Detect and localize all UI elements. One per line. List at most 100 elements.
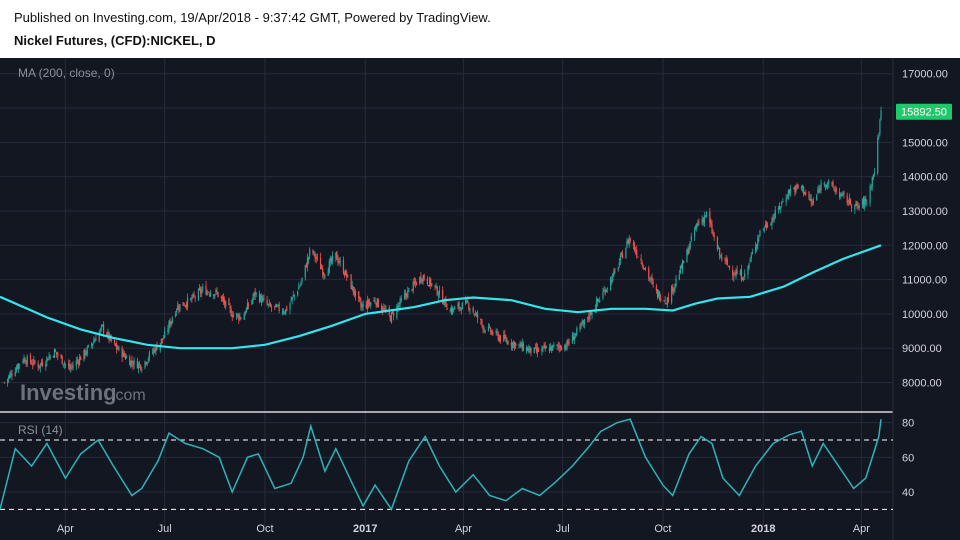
candle-body [842, 193, 844, 195]
candle-body [454, 306, 456, 310]
candle-body [352, 286, 354, 293]
candle-body [208, 293, 210, 295]
candle-body [780, 206, 782, 209]
candle-body [230, 309, 232, 317]
candle-body [164, 331, 166, 338]
candle-body [762, 228, 764, 230]
candle-body [291, 296, 293, 301]
candle-body [683, 261, 685, 264]
candle-body [878, 135, 880, 137]
candle-body [464, 300, 467, 304]
candle-body [331, 255, 334, 262]
logo-main: Investing [20, 380, 117, 405]
candle-body [8, 376, 10, 380]
candle-body [215, 290, 217, 293]
ma-line [0, 244, 882, 350]
candle-body [605, 289, 607, 293]
candle-body [435, 285, 437, 288]
candle-body [124, 355, 126, 359]
candle-body [556, 344, 558, 347]
candle-body [591, 312, 593, 315]
candle-body [632, 243, 635, 245]
candle-body [102, 324, 105, 333]
candle-body [313, 251, 315, 253]
candle-body [70, 367, 72, 369]
rsi-tick-label: 80 [902, 418, 914, 430]
candle-body [589, 311, 591, 320]
candle-body [588, 316, 590, 319]
candle-body [782, 201, 784, 203]
candle-body [587, 318, 589, 320]
candle-body [374, 301, 376, 303]
candle-body [719, 247, 721, 257]
candle-body [179, 304, 181, 312]
candle-body [209, 293, 212, 297]
candle-body [361, 305, 363, 309]
candle-body [511, 342, 514, 348]
investing-logo: Investing .com [20, 380, 146, 405]
candle-body [68, 363, 70, 367]
candle-body [779, 205, 781, 209]
candle-body [240, 317, 242, 319]
candle-body [278, 304, 280, 311]
candle-body [794, 186, 796, 193]
candle-body [764, 224, 767, 227]
candle-body [565, 347, 567, 348]
candle-body [606, 288, 608, 290]
candle-body [238, 315, 240, 320]
candle-body [663, 300, 665, 302]
logo-suffix: .com [111, 387, 146, 404]
candle-body [198, 287, 201, 290]
candle-body [617, 267, 619, 270]
candle-body [809, 198, 811, 201]
candle-body [473, 313, 475, 315]
candle-body [237, 314, 239, 316]
candle-body [571, 334, 574, 344]
candle-body [347, 274, 349, 276]
candle-body [312, 250, 314, 254]
candle-body [451, 307, 454, 314]
candle-body [71, 365, 73, 367]
candle-body [542, 346, 544, 349]
candle-body [62, 364, 64, 366]
candle-body [428, 278, 431, 287]
candle-body [759, 230, 761, 236]
time-axis-labels: Apr Jul Oct 2017 Apr Jul Oct 2018 Apr [57, 523, 870, 535]
candle-body [755, 246, 757, 252]
candle-body [880, 110, 882, 120]
candle-body [64, 363, 67, 365]
candle-body [599, 300, 601, 302]
candle-body [831, 182, 833, 184]
candle-body [824, 184, 826, 187]
candle-body [346, 272, 348, 277]
candle-body [171, 318, 173, 323]
candle-body [666, 297, 668, 306]
candle-body [33, 359, 35, 364]
candle-body [205, 285, 207, 295]
candle-body [314, 253, 316, 259]
candle-body [838, 192, 841, 197]
candle-body [443, 302, 445, 305]
candle-body [866, 202, 868, 204]
candle-body [137, 363, 140, 369]
candle-body [865, 198, 867, 202]
candle-body [651, 277, 653, 282]
candle-body [832, 181, 834, 188]
candle-body [383, 308, 385, 311]
candle-body [93, 340, 95, 344]
candle-body [10, 372, 12, 376]
candle-body [431, 283, 433, 286]
candle-body [553, 345, 555, 347]
candle-body [481, 320, 483, 325]
candle-body [41, 362, 44, 366]
candle-body [785, 198, 787, 202]
candle-body [381, 305, 383, 311]
candle-body [398, 304, 400, 308]
candle-body [286, 307, 288, 311]
price-chart[interactable]: 17000.0016000.0015000.0014000.0013000.00… [0, 58, 960, 540]
time-tick-label: Oct [256, 523, 273, 535]
candle-body [339, 261, 341, 263]
candle-body [750, 255, 752, 259]
candle-body [107, 332, 109, 337]
candle-body [63, 363, 65, 365]
